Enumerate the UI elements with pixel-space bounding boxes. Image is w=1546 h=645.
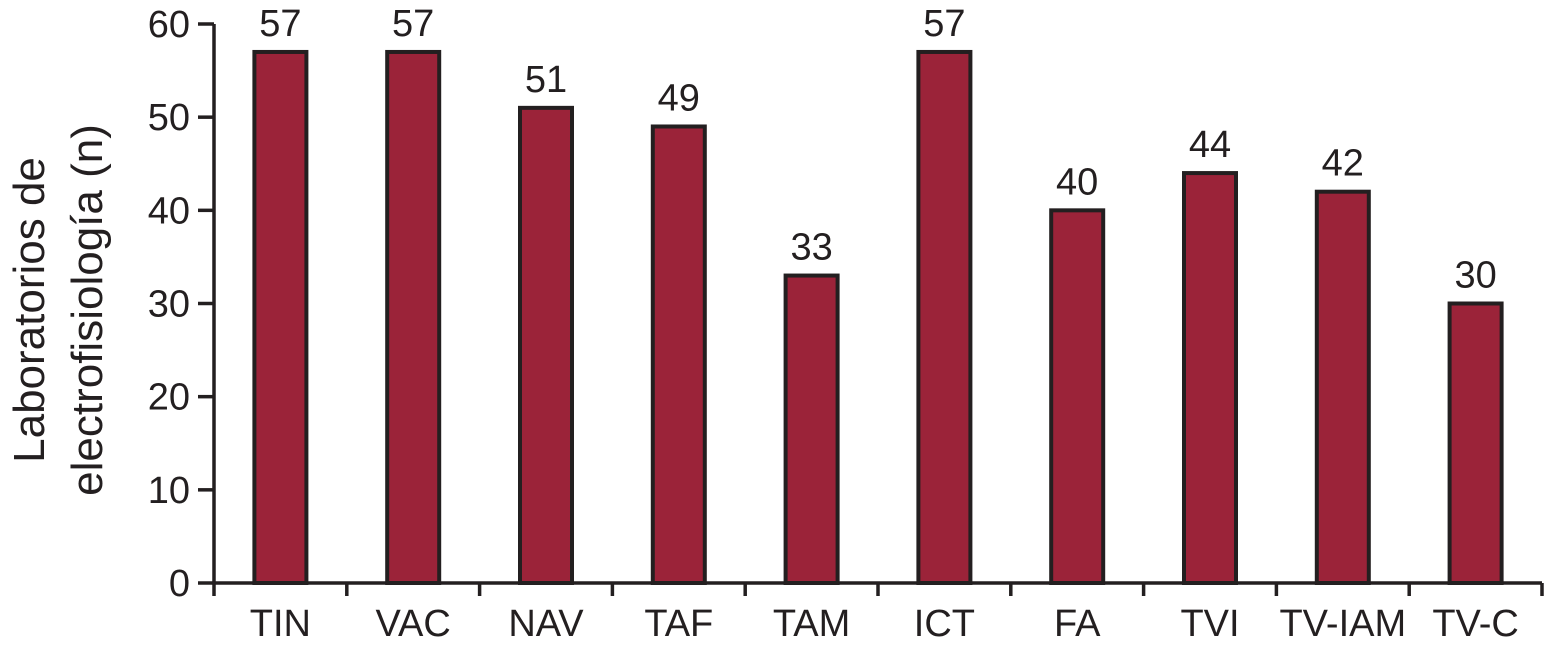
y-axis-title-line-2: electrofisiología (n) bbox=[63, 124, 112, 496]
value-label-tv-c: 30 bbox=[1454, 255, 1496, 297]
y-axis-title-line-1: Laboratorios de bbox=[5, 157, 54, 463]
bar-series bbox=[252, 49, 1504, 585]
value-label-tin: 57 bbox=[259, 3, 301, 45]
category-label-tin: TIN bbox=[250, 603, 311, 645]
y-tick-label: 30 bbox=[148, 284, 190, 326]
y-axis: 0 10 20 30 40 50 60 bbox=[148, 4, 216, 605]
bar-tv-c bbox=[1447, 301, 1504, 585]
bar-tv-iam bbox=[1314, 189, 1371, 585]
value-labels: 57 57 51 49 33 57 40 44 42 30 bbox=[259, 3, 1496, 297]
bar-nav bbox=[518, 105, 574, 585]
bar-vac bbox=[385, 49, 442, 585]
category-label-tv-c: TV-C bbox=[1432, 603, 1519, 645]
category-label-fa: FA bbox=[1054, 603, 1101, 645]
y-tick-label: 10 bbox=[148, 470, 190, 512]
y-tick-label: 50 bbox=[148, 97, 190, 139]
y-tick-label: 60 bbox=[148, 4, 190, 46]
value-label-fa: 40 bbox=[1056, 161, 1098, 203]
y-tick-label: 0 bbox=[169, 563, 190, 605]
category-label-ict: ICT bbox=[914, 603, 975, 645]
value-label-tam: 33 bbox=[790, 227, 832, 269]
value-label-nav: 51 bbox=[525, 59, 567, 101]
value-label-tvi: 44 bbox=[1189, 124, 1231, 166]
value-label-taf: 49 bbox=[658, 77, 700, 119]
bar-tam bbox=[783, 273, 840, 585]
bar-fa bbox=[1049, 208, 1106, 585]
category-label-tvi: TVI bbox=[1180, 603, 1239, 645]
category-label-nav: NAV bbox=[508, 603, 584, 645]
value-label-vac: 57 bbox=[392, 3, 434, 45]
bar-ict bbox=[916, 49, 973, 585]
y-tick-label: 20 bbox=[148, 377, 190, 419]
category-labels: TIN VAC NAV TAF TAM ICT FA TVI TV-IAM TV-C bbox=[250, 603, 1519, 645]
category-label-tam: TAM bbox=[773, 603, 850, 645]
bar-tvi bbox=[1182, 171, 1238, 585]
y-tick-label: 40 bbox=[148, 190, 190, 232]
bar-tin bbox=[252, 49, 309, 585]
value-label-ict: 57 bbox=[923, 3, 965, 45]
category-label-taf: TAF bbox=[644, 603, 713, 645]
bar-taf bbox=[650, 124, 707, 585]
category-label-vac: VAC bbox=[376, 603, 451, 645]
y-axis-title: Laboratorios de electrofisiología (n) bbox=[5, 124, 112, 496]
value-label-tv-iam: 42 bbox=[1322, 143, 1364, 185]
category-label-tv-iam: TV-IAM bbox=[1279, 603, 1406, 645]
